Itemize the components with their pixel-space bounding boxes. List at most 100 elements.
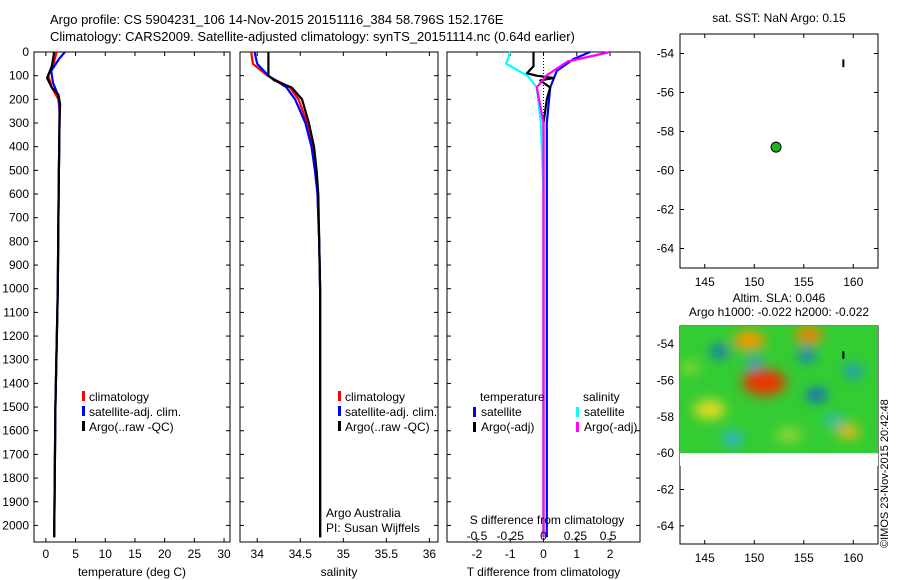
difference-series-temperature-satellite [545, 50, 591, 538]
sla-map-ytick-label: -56 [657, 374, 675, 388]
depth-tick-label: 1800 [2, 471, 29, 485]
sla-anomaly-blob [722, 432, 743, 445]
temperature-axes-frame [33, 51, 231, 543]
sst-map-xtick-label: 145 [695, 275, 715, 289]
salinity-xtick-label: 36 [423, 547, 437, 561]
depth-tick-label: 200 [9, 92, 29, 106]
temperature-legend-swatch [82, 406, 85, 416]
salinity-legend-label: satellite-adj. clim. [345, 405, 437, 419]
difference-series-salinity-argo-adj- [535, 50, 611, 538]
sla-anomaly-blob [733, 331, 766, 351]
sla-heatmap-field [680, 326, 863, 445]
difference-top-xtick-label: 0 [540, 529, 547, 543]
depth-tick-label: 1200 [2, 329, 29, 343]
sla-anomaly-blob [742, 369, 786, 396]
salinity-legend-swatch [338, 421, 341, 431]
sla-anomaly-blob [836, 424, 861, 439]
difference-legend-label: Argo(-adj) [481, 420, 534, 434]
sla-anomaly-blob [776, 427, 802, 443]
difference-xtick-label: 2 [607, 547, 614, 561]
difference-xtick-label: 0 [540, 547, 547, 561]
argo-float-position-marker [770, 141, 782, 153]
legend-header-salinity: salinity [583, 390, 620, 404]
depth-tick-label: 300 [9, 116, 29, 130]
sla-map-title-line2: Argo h1000: -0.022 h2000: -0.022 [689, 305, 869, 319]
temperature-legend-label: satellite-adj. clim. [89, 405, 181, 419]
depth-tick-label: 500 [9, 163, 29, 177]
difference-series-salinity-satellite [505, 51, 545, 538]
argo-institution-label: Argo Australia [326, 506, 401, 520]
sst-map-axes-frame [679, 33, 879, 269]
difference-top-xtick-label: -0.25 [497, 529, 525, 543]
sst-map-ytick-label: -54 [657, 47, 675, 61]
salinity-xtick-label: 34 [251, 547, 265, 561]
sla-map-xtick-label: 150 [744, 551, 764, 565]
sla-map-xtick-label: 145 [695, 551, 715, 565]
temperature-legend-label: Argo(..raw -QC) [89, 420, 174, 434]
salinity-xtick-label: 35.5 [375, 547, 399, 561]
sla-map-ytick-label: -64 [657, 519, 675, 533]
temperature-legend-swatch [82, 391, 85, 401]
difference-xtick-label: 1 [573, 547, 580, 561]
sla-map-ytick-label: -54 [657, 337, 675, 351]
depth-tick-label: 900 [9, 258, 29, 272]
sla-map-xtick-label: 155 [794, 551, 814, 565]
salinity-legend-label: Argo(..raw -QC) [345, 420, 430, 434]
temperature-xtick-label: 20 [158, 547, 172, 561]
depth-tick-label: 100 [9, 69, 29, 83]
sla-anomaly-blob [680, 361, 700, 374]
difference-top-xtick-label: -0.5 [467, 529, 488, 543]
temperature-xtick-label: 10 [99, 547, 113, 561]
sla-map-xtick-label: 160 [843, 551, 863, 565]
depth-tick-label: 1500 [2, 400, 29, 414]
sst-map-title: sat. SST: NaN Argo: 0.15 [712, 11, 846, 25]
legend-header-temperature: temperature [480, 390, 545, 404]
pi-label: PI: Susan Wijffels [326, 521, 420, 535]
sla-no-data-region [680, 453, 878, 466]
depth-tick-label: 400 [9, 140, 29, 154]
temperature-series-argo-raw-qc- [45, 51, 62, 538]
temperature-xtick-label: 5 [72, 547, 79, 561]
temperature-legend-label: climatology [89, 390, 149, 404]
sst-map-ytick-label: -56 [657, 86, 675, 100]
depth-tick-label: 1900 [2, 495, 29, 509]
sla-anomaly-blob [806, 389, 827, 401]
sst-map-ytick-label: -58 [657, 125, 675, 139]
depth-tick-label: 1000 [2, 282, 29, 296]
depth-tick-label: 1300 [2, 353, 29, 367]
salinity-legend-swatch [338, 406, 341, 416]
depth-tick-label: 1700 [2, 447, 29, 461]
depth-tick-label: 600 [9, 187, 29, 201]
depth-tick-label: 1100 [3, 305, 29, 319]
copyright-credit: ©IMOS 23-Nov-2015 20:42:48 [879, 399, 891, 548]
salinity-legend-swatch [338, 391, 341, 401]
temperature-xtick-label: 15 [128, 547, 142, 561]
difference-legend-swatch [576, 407, 579, 417]
sla-map-title-line1: Altim. SLA: 0.046 [733, 291, 826, 305]
sst-map-ytick-label: -60 [657, 164, 675, 178]
sla-map-ytick-label: -62 [657, 483, 675, 497]
depth-tick-label: 0 [22, 45, 29, 59]
difference-legend-label: Argo(-adj) [584, 420, 637, 434]
sla-map-ytick-label: -60 [657, 446, 675, 460]
difference-legend-swatch [473, 422, 476, 432]
sla-anomaly-blob [824, 415, 843, 426]
depth-tick-label: 1400 [2, 376, 29, 390]
sst-map-xtick-label: 150 [744, 275, 764, 289]
temperature-xlabel: temperature (deg C) [78, 565, 186, 579]
depth-tick-label: 800 [9, 234, 29, 248]
sla-heatmap [680, 326, 878, 466]
sla-anomaly-blob [693, 400, 726, 420]
difference-top-xtick-label: 0.25 [564, 529, 588, 543]
salinity-series-argo-raw-qc- [267, 52, 322, 538]
difference-xlabel: T difference from climatology [467, 565, 621, 579]
sla-anomaly-blob [844, 366, 863, 377]
salinity-xtick-label: 34.5 [289, 547, 313, 561]
temperature-legend-swatch [82, 421, 85, 431]
salinity-legend-label: climatology [345, 390, 405, 404]
difference-xtick-label: -1 [505, 547, 516, 561]
difference-top-xtick-label: 0.5 [600, 529, 617, 543]
sst-map-xtick-label: 160 [843, 275, 863, 289]
temperature-xtick-label: 25 [188, 547, 202, 561]
